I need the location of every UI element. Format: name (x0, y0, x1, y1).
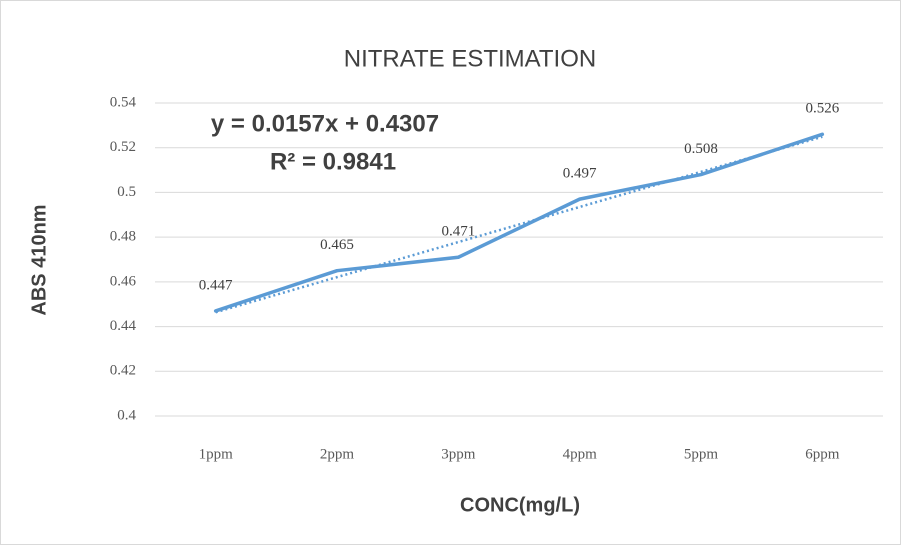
y-tick-label: 0.46 (110, 273, 137, 289)
y-tick-label: 0.52 (110, 139, 136, 155)
data-label: 0.508 (684, 141, 718, 157)
data-line (213, 132, 825, 313)
x-tick-label: 2ppm (320, 446, 355, 462)
y-axis-label: ABS 410nm (28, 204, 50, 315)
x-tick-label: 6ppm (805, 446, 840, 462)
y-tick-label: 0.48 (110, 229, 136, 245)
data-label: 0.447 (199, 277, 233, 293)
trendline-equation: y = 0.0157x + 0.4307 (211, 110, 439, 137)
x-axis-label: CONC(mg/L) (460, 494, 580, 516)
y-tick-label: 0.4 (117, 407, 136, 423)
y-tick-label: 0.5 (117, 184, 136, 200)
x-tick-label: 5ppm (684, 446, 719, 462)
x-tick-label: 4ppm (563, 446, 598, 462)
x-tick-label: 1ppm (199, 446, 234, 462)
data-label: 0.497 (563, 166, 597, 182)
chart-title: NITRATE ESTIMATION (344, 45, 596, 72)
y-tick-label: 0.42 (110, 363, 136, 379)
data-label: 0.471 (441, 224, 475, 240)
y-tick-label: 0.54 (110, 94, 137, 110)
data-label: 0.526 (805, 101, 839, 117)
r-squared: R² = 0.9841 (270, 148, 396, 175)
data-label: 0.465 (320, 237, 354, 253)
x-tick-label: 3ppm (441, 446, 476, 462)
y-tick-label: 0.44 (110, 318, 137, 334)
